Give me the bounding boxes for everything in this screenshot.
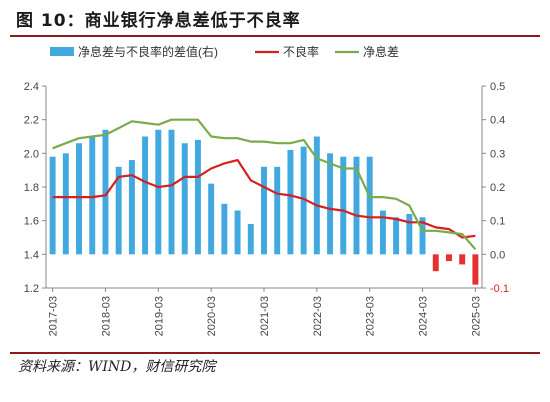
x-tick-label: 2019-03	[153, 296, 165, 336]
y-right-tick-label: 0.2	[490, 182, 505, 194]
title-bar: 图 10：商业银行净息差低于不良率	[0, 0, 550, 34]
x-tick-label: 2021-03	[259, 296, 271, 336]
bar	[274, 166, 281, 255]
y-left-tick-label: 2.4	[24, 81, 39, 93]
bar	[313, 136, 320, 255]
x-tick-label: 2022-03	[312, 296, 324, 336]
y-right-tick-label: 0.1	[490, 216, 505, 228]
bar	[472, 254, 479, 285]
bar	[340, 156, 347, 255]
bar	[327, 153, 334, 255]
bar	[208, 183, 215, 255]
y-left-tick-label: 2.2	[24, 115, 39, 127]
bar	[181, 143, 188, 255]
legend-label: 净息差与不良率的差值(右)	[78, 44, 218, 59]
y-right-tick-label: 0.5	[490, 81, 505, 93]
y-right-tick-label: 0.4	[490, 115, 505, 127]
bar	[393, 217, 400, 255]
x-tick-label: 2020-03	[206, 296, 218, 336]
bar	[62, 153, 69, 255]
legend-label: 不良率	[283, 44, 319, 59]
bar	[247, 224, 254, 255]
bar	[194, 139, 201, 255]
bar	[353, 156, 360, 255]
figure-title: 图 10：商业银行净息差低于不良率	[16, 11, 301, 31]
y-left-tick-label: 1.8	[24, 182, 39, 194]
bar	[300, 146, 307, 255]
bar	[261, 166, 267, 255]
y-right-tick-label: -0.1	[490, 283, 509, 295]
y-left-tick-label: 1.6	[24, 216, 39, 228]
bar	[432, 254, 439, 272]
x-tick-label: 2018-03	[100, 296, 112, 336]
bar	[287, 149, 294, 255]
bar	[155, 129, 162, 255]
bar	[234, 210, 241, 255]
x-tick-label: 2025-03	[470, 296, 482, 336]
x-tick-label: 2024-03	[418, 296, 430, 336]
chart-area: 净息差与不良率的差值(右) 不良率 净息差 1.2 1.4 1.6 1.8 2.0 2.2 2.4…	[0, 38, 550, 348]
bar	[221, 203, 228, 255]
series-line	[52, 118, 477, 251]
legend-swatch-bar	[50, 47, 74, 56]
y-left-tick-label: 1.4	[24, 249, 39, 261]
bar	[128, 160, 135, 255]
legend-label: 净息差	[363, 44, 399, 59]
y-left-tick-label: 1.2	[24, 283, 39, 295]
source-divider	[10, 352, 540, 354]
bar	[459, 254, 466, 265]
bar	[379, 210, 386, 255]
bar	[49, 156, 56, 255]
bar	[406, 213, 413, 255]
y-right-tick-label: 0.3	[490, 148, 505, 160]
bar	[115, 166, 122, 255]
bar	[76, 143, 83, 255]
y-right-tick-label: 0.0	[490, 249, 505, 261]
source-note: 资料来源：WIND，财信研究院	[18, 359, 216, 375]
bar	[142, 136, 149, 255]
bar	[168, 129, 175, 255]
bar	[102, 129, 109, 255]
bar	[445, 254, 452, 262]
bar	[366, 156, 373, 255]
y-left-tick-label: 2.0	[24, 148, 39, 160]
x-tick-label: 2023-03	[365, 296, 377, 336]
combo-chart: 净息差与不良率的差值(右) 不良率 净息差 1.2 1.4 1.6 1.8 2.0 2.2 2.4…	[24, 44, 509, 336]
series-line	[52, 158, 476, 239]
title-divider	[10, 35, 540, 37]
bar	[89, 136, 96, 255]
x-tick-label: 2017-03	[48, 296, 60, 336]
bar	[419, 217, 426, 255]
